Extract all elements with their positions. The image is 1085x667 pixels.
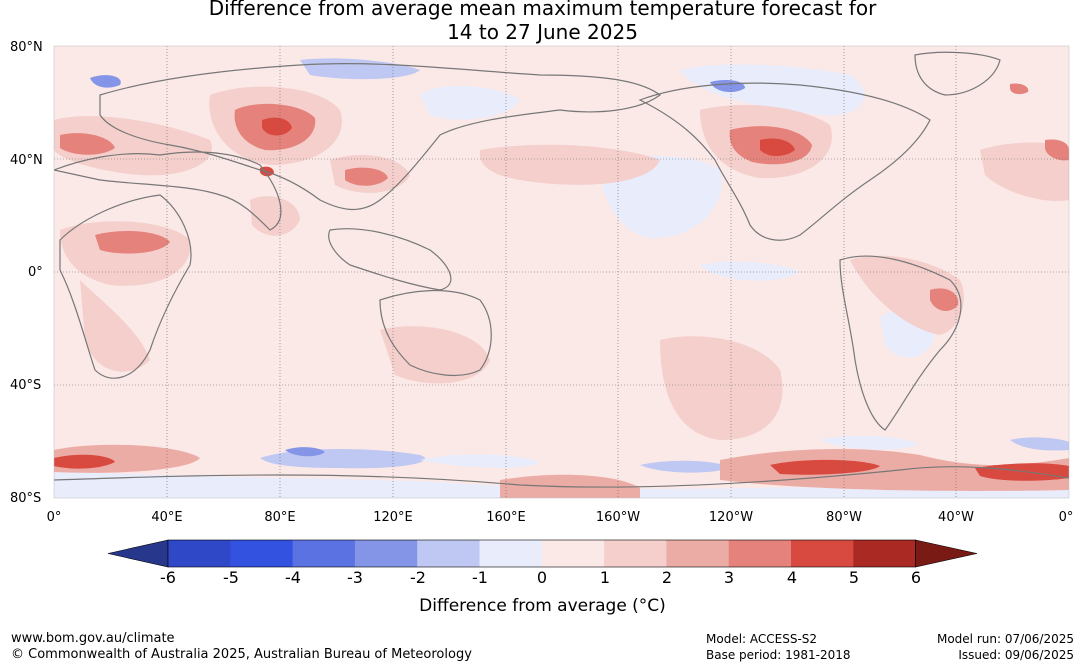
lon-label-160w: 160°W — [595, 510, 641, 525]
lat-label-40n: 40°N — [10, 153, 43, 168]
colorbar-swatch — [666, 540, 730, 567]
lon-label-0: 0° — [46, 510, 62, 525]
colorbar-tick: -1 — [472, 568, 488, 587]
lon-label-160e: 160°E — [486, 510, 526, 525]
colorbar-tick: 5 — [848, 568, 860, 587]
north-america-outline — [638, 82, 931, 241]
map-frame — [53, 45, 1070, 499]
lon-label-40w: 40°W — [938, 510, 974, 525]
footer-issued: Issued: 09/06/2025 — [958, 648, 1074, 662]
colorbar-swatch — [541, 540, 605, 567]
lon-label-120e: 120°E — [373, 510, 413, 525]
colorbar-tick: -5 — [223, 568, 239, 587]
colorbar-frame — [167, 539, 916, 568]
colorbar-tick: -3 — [347, 568, 363, 587]
title-line-2: 14 to 27 June 2025 — [447, 20, 638, 44]
colorbar-swatch — [853, 540, 917, 567]
colorbar-swatch — [417, 540, 480, 567]
australia-outline — [379, 289, 492, 376]
lat-label-0: 0° — [28, 265, 43, 280]
colorbar-swatch — [292, 540, 356, 567]
colorbar-tick: 2 — [661, 568, 673, 587]
greenland-outline — [914, 51, 1001, 96]
africa-outline — [59, 194, 192, 379]
middle-east-outline — [54, 151, 282, 231]
colorbar-extend-high — [915, 539, 978, 568]
colorbar-tick: 4 — [786, 568, 798, 587]
lon-label-80w: 80°W — [826, 510, 862, 525]
footer-model: Model: ACCESS-S2 — [706, 632, 818, 646]
south-america-outline — [839, 255, 962, 431]
colorbar-tick: 0 — [536, 568, 548, 587]
colorbar-tick: -6 — [160, 568, 176, 587]
colorbar-swatch — [479, 540, 543, 567]
colorbar-swatch — [354, 540, 418, 567]
maritime-asia-outline — [328, 228, 452, 291]
colorbar-swatch — [791, 540, 854, 567]
continent-outlines — [54, 51, 1069, 488]
colorbar-swatch — [728, 540, 792, 567]
colorbar-label: Difference from average (°C) — [419, 596, 666, 616]
footer-url[interactable]: www.bom.gov.au/climate — [11, 631, 175, 646]
lon-label-0-east: 0° — [1058, 510, 1074, 525]
lat-label-80s: 80°S — [10, 491, 42, 506]
cool-anomaly-regions — [54, 58, 1069, 498]
colorbar-swatch — [230, 540, 294, 567]
lat-label-80n: 80°N — [10, 40, 43, 55]
lon-label-120w: 120°W — [708, 510, 754, 525]
colorbar-tick: -4 — [285, 568, 301, 587]
strong-warm-anomaly-regions — [54, 83, 1069, 481]
colorbar-tick: 6 — [910, 568, 922, 587]
footer-copyright: © Commonwealth of Australia 2025, Austra… — [11, 647, 472, 662]
lat-label-40s: 40°S — [10, 378, 42, 393]
eurasia-outline — [99, 63, 662, 211]
lon-label-40e: 40°E — [151, 510, 183, 525]
colorbar-swatch — [604, 540, 667, 567]
colorbar-swatch — [168, 540, 231, 567]
colorbar-tick: -2 — [410, 568, 426, 587]
footer-model-run: Model run: 07/06/2025 — [936, 632, 1074, 646]
footer-base-period: Base period: 1981-2018 — [706, 648, 851, 662]
colorbar-tick: 3 — [723, 568, 735, 587]
lon-label-80e: 80°E — [264, 510, 296, 525]
colorbar-extend-low — [107, 539, 169, 568]
title-line-1: Difference from average mean maximum tem… — [208, 0, 877, 20]
colorbar-tick: 1 — [599, 568, 611, 587]
colorbar — [107, 539, 978, 568]
graticule — [54, 46, 1069, 498]
antarctica-outline — [54, 466, 1069, 488]
map-title: Difference from average mean maximum tem… — [0, 0, 1085, 44]
